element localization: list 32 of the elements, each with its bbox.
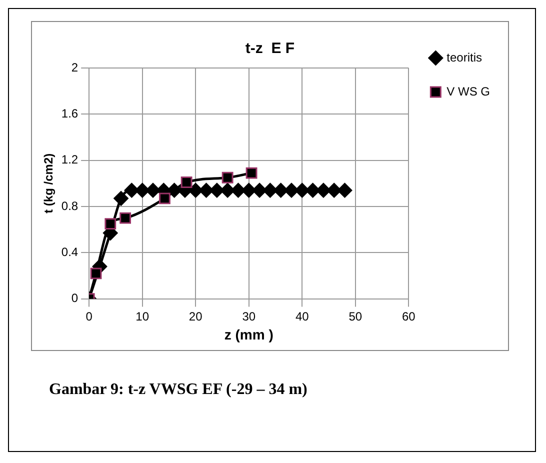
point [90, 268, 102, 280]
point [198, 182, 214, 198]
x-tick-label: 60 [402, 309, 416, 324]
point [337, 182, 352, 198]
legend-label: teoritis [446, 50, 482, 64]
point [114, 190, 129, 206]
point [246, 167, 258, 179]
text: Gambar 9: t-z VWSG EF (-29 – 34 m) [49, 381, 308, 399]
x-tick-label: 20 [188, 309, 203, 324]
chart-title: t-z E F [245, 40, 295, 58]
point [120, 212, 131, 224]
x-tick-label: 0 [86, 309, 93, 324]
x-tick-label: 50 [348, 309, 362, 324]
y-tick-label: 0.4 [61, 244, 78, 259]
y-tick-label: 1.6 [61, 106, 78, 120]
y-tick-label: 1.2 [61, 152, 78, 167]
point [222, 172, 234, 184]
point [305, 182, 320, 198]
y-tick-label: 2 [71, 60, 78, 74]
y-tick-label: 0.8 [61, 198, 78, 213]
x-tick-label: 10 [136, 309, 150, 324]
x-tick-label: 30 [242, 309, 256, 324]
legend-label: V WS G [446, 84, 490, 98]
point [159, 192, 170, 204]
x-tick-label: 40 [295, 309, 310, 324]
y-axis-title: t (kg /cm2) [42, 153, 56, 214]
point [146, 182, 160, 198]
point [180, 176, 192, 188]
x-axis-title: z (mm ) [224, 326, 274, 342]
point [230, 182, 246, 198]
y-tick-label: 0 [71, 291, 78, 306]
point [104, 218, 116, 230]
